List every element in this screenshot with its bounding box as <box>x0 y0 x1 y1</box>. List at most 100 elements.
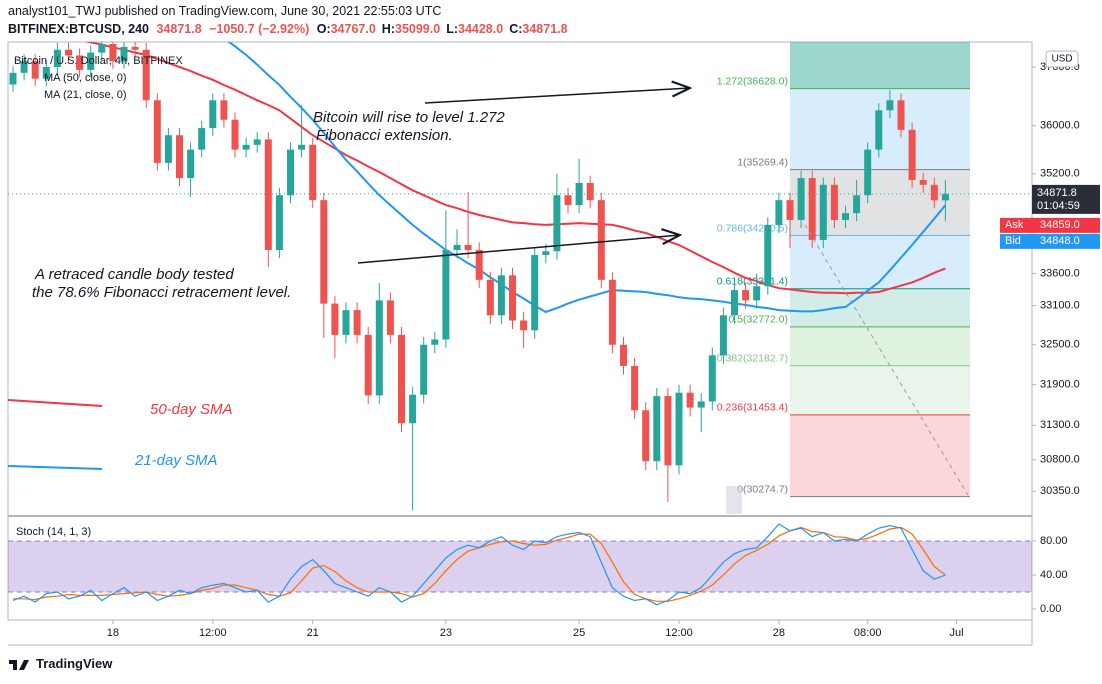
ohlc: O:34767.0 H:35099.0 L:34428.0 C:34871.8 <box>317 22 574 36</box>
bid-box <box>1000 233 1100 249</box>
x-tick-label: 12:00 <box>199 627 227 639</box>
stoch-title: Stoch (14, 1, 3) <box>16 526 91 538</box>
candle-body <box>753 286 761 301</box>
candle-body <box>231 119 239 150</box>
ohlc-key: C: <box>509 22 523 36</box>
fib-zone <box>790 288 970 327</box>
candle-body <box>420 344 428 395</box>
legend-entry: MA (21, close, 0) <box>44 89 127 101</box>
candle-body <box>786 200 794 220</box>
candle-body <box>897 100 905 130</box>
candle-body <box>475 249 483 280</box>
candle-body <box>198 128 206 150</box>
fib-label: 0(30274.7) <box>737 483 788 495</box>
x-tick-label: 23 <box>440 627 452 639</box>
candle-body <box>464 244 472 250</box>
moving-average <box>84 42 946 295</box>
candle-body <box>65 49 72 56</box>
ohlc-value: 34767.0 <box>330 22 376 36</box>
candle-body <box>675 392 683 466</box>
candle-body <box>864 149 872 196</box>
candle-body <box>719 315 727 356</box>
fib-label: 1(35269.4) <box>737 156 788 168</box>
publisher: analyst101_TWJ published on TradingView.… <box>8 4 442 18</box>
candle-body <box>553 195 561 252</box>
candle-body <box>153 100 161 163</box>
candle-body <box>520 320 528 331</box>
candle-body <box>76 55 84 70</box>
sma-sample <box>7 465 103 470</box>
y-tick-label: 32500.0 <box>1040 339 1080 351</box>
candle-body <box>331 303 339 335</box>
y-tick-label: 33100.0 <box>1040 299 1080 311</box>
candle-body <box>342 310 350 335</box>
ohlc-key: H: <box>381 22 395 36</box>
y-tick-label: 30350.0 <box>1040 485 1080 497</box>
time-highlight <box>726 486 742 514</box>
candle-body <box>886 100 894 111</box>
candle-body <box>731 290 738 316</box>
candle-body <box>930 184 938 201</box>
candle-body <box>20 61 28 73</box>
footer-text: TradingView <box>36 656 113 671</box>
annotation: Fibonacci extension. <box>316 127 453 144</box>
stoch-line <box>12 523 946 606</box>
arrow <box>357 235 680 264</box>
candle-body <box>142 49 150 101</box>
ohlc-key: L: <box>446 22 458 36</box>
y-tick-label: 80.00 <box>1040 535 1068 547</box>
currency: USD <box>1051 54 1072 65</box>
fib-label: 0.236(31453.4) <box>717 402 788 414</box>
bid-name: Bid <box>1005 235 1021 247</box>
y-tick-label: 36000.0 <box>1040 120 1080 132</box>
ohlc-value: 34871.8 <box>522 22 568 36</box>
y-tick-label: 33600.0 <box>1040 267 1080 279</box>
ask-box <box>1000 217 1100 233</box>
candle-body <box>941 193 949 201</box>
x-tick-label: 12:00 <box>665 627 693 639</box>
candle-body <box>575 182 583 206</box>
candle-body <box>275 195 283 250</box>
last: 34871.8 <box>156 22 202 36</box>
currency-badge <box>1045 50 1079 68</box>
candle-body <box>653 396 661 462</box>
candle-body <box>298 144 306 150</box>
candle-body <box>431 339 439 345</box>
symbol: BITFINEX:BTCUSD, 240 <box>8 22 149 36</box>
x-tick-label: Jul <box>949 627 963 639</box>
candle-body <box>708 355 716 402</box>
fib-zone <box>790 414 970 497</box>
candle-body <box>364 334 372 396</box>
candle-body <box>375 300 383 396</box>
ohlc-value: 34428.0 <box>458 22 504 36</box>
candle-body <box>164 135 172 163</box>
fib-zone <box>790 42 970 89</box>
candle-body <box>597 200 605 280</box>
candle-body <box>808 178 816 240</box>
candle-body <box>742 290 750 301</box>
legend-entry: MA (50, close, 0) <box>44 72 127 84</box>
candle-body <box>53 49 61 68</box>
candle-body <box>797 178 805 220</box>
fib-zone <box>790 326 970 366</box>
candle-body <box>176 135 183 179</box>
candle-body <box>98 44 106 53</box>
candle-body <box>497 275 505 316</box>
legend-title: Bitcoin / U.S. Dollar, 4h, BITFINEX <box>14 55 183 67</box>
candle-body <box>187 149 195 179</box>
candle-body <box>819 184 827 240</box>
candle-body <box>697 401 705 408</box>
annotation: 50-day SMA <box>150 401 233 418</box>
candle-body <box>386 300 394 335</box>
overlay: Bitcoin will rise to level 1.272 Fibonac… <box>7 55 969 538</box>
fib-label: 0.5(32772.0) <box>728 314 788 326</box>
candle-body <box>442 249 450 340</box>
x-tick-label: 25 <box>573 627 585 639</box>
last-price-box <box>1032 184 1100 214</box>
bid-price: 34848.0 <box>1040 235 1080 247</box>
y-tick-label: 31900.0 <box>1040 379 1080 391</box>
price-pane: 1.272(36628.0)1(35269.4)0.786(34200.5)0.… <box>8 42 1032 511</box>
candle-body <box>31 61 39 79</box>
